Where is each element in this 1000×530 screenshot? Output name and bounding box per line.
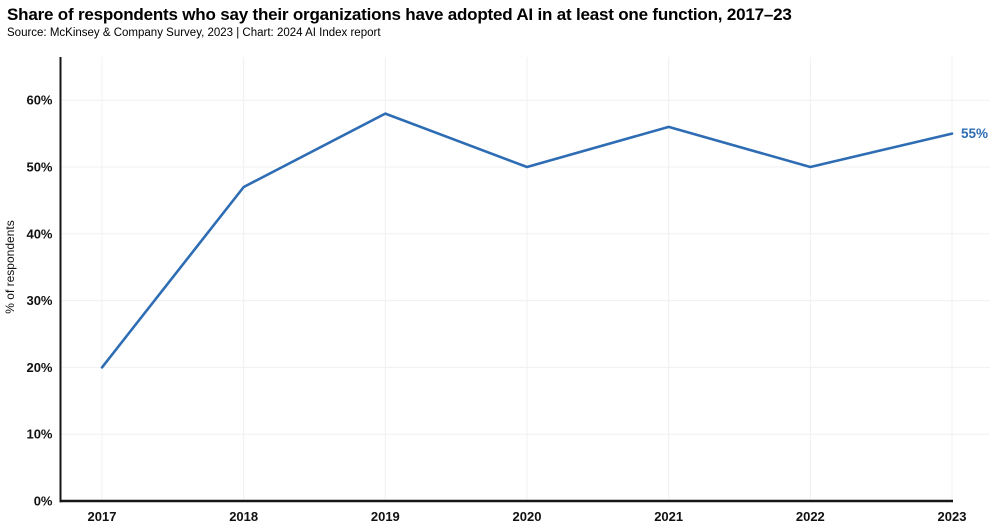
y-tick-label-50: 50% [26,160,52,175]
y-tick-label-30: 30% [26,293,52,308]
y-axis-title: % of respondents [3,220,17,313]
x-tick-label-2021: 2021 [654,509,683,524]
x-tick-label-2022: 2022 [796,509,825,524]
y-tick-label-20: 20% [26,360,52,375]
x-tick-label-2023: 2023 [938,509,967,524]
end-value-label: 55% [961,126,988,141]
series-line-%-of-respondents [100,112,954,369]
y-tick-label-40: 40% [26,226,52,241]
y-tick-label-0: 0% [34,494,53,509]
x-tick-label-2017: 2017 [88,509,117,524]
chart-source-subtitle: Source: McKinsey & Company Survey, 2023 … [7,27,381,39]
x-tick-label-2018: 2018 [229,509,258,524]
x-tick-label-2019: 2019 [371,509,400,524]
y-tick-label-10: 10% [26,427,52,442]
chart-title: Share of respondents who say their organ… [7,5,792,24]
y-tick-label-60: 60% [26,93,52,108]
x-tick-label-2020: 2020 [513,509,542,524]
